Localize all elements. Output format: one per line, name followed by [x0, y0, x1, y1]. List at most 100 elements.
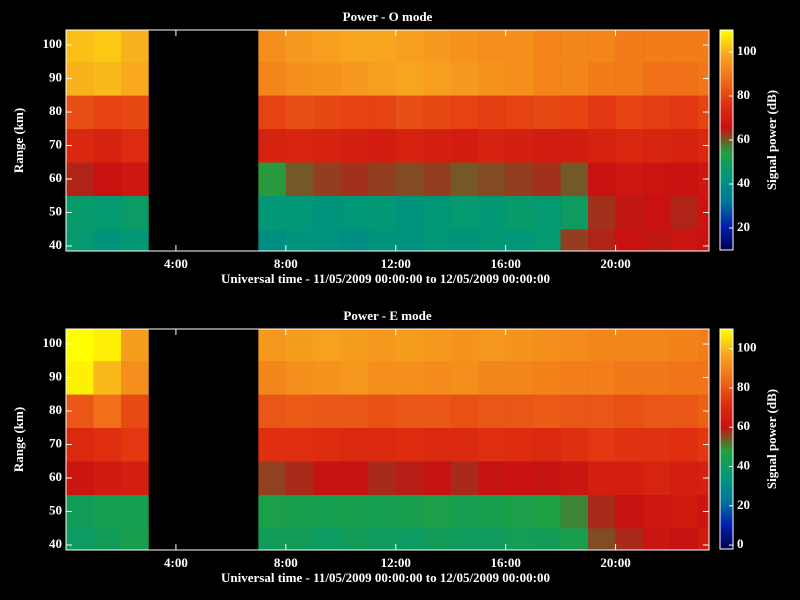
heatmap-cell	[395, 229, 424, 252]
heatmap-cell	[478, 30, 506, 63]
heatmap-cell	[615, 30, 644, 63]
y-tick-label: 80	[49, 103, 62, 118]
colorbar-tick-label: 40	[737, 175, 750, 190]
heatmap-cell	[120, 128, 149, 163]
heatmap-cell	[258, 394, 287, 429]
heatmap-cell	[313, 30, 342, 63]
heatmap-cell	[368, 128, 397, 163]
heatmap-cell	[698, 528, 710, 551]
heatmap-cell	[93, 427, 122, 462]
heatmap-cell	[395, 95, 424, 130]
x-axis-label: Universal time - 11/05/2009 00:00:00 to …	[221, 570, 550, 585]
heatmap-cell	[450, 461, 479, 496]
heatmap-cell	[340, 229, 369, 252]
heatmap-cell	[478, 329, 506, 362]
heatmap-cell	[93, 461, 122, 496]
x-tick-label: 8:00	[274, 256, 298, 271]
heatmap-cell	[560, 61, 589, 96]
heatmap-cell	[93, 195, 122, 230]
heatmap-cell	[478, 61, 506, 96]
heatmap-cell	[313, 329, 342, 362]
heatmap-cell	[588, 229, 616, 252]
heatmap-cell	[505, 329, 534, 362]
heatmap-cell	[588, 30, 616, 63]
heatmap-cell	[313, 461, 342, 496]
heatmap-cell	[423, 128, 452, 163]
heatmap-cell	[368, 461, 397, 496]
heatmap-cell	[258, 360, 287, 395]
heatmap-cell	[533, 329, 561, 362]
heatmap-cell	[285, 61, 314, 96]
heatmap-cell	[643, 229, 671, 252]
y-tick-label: 40	[49, 536, 62, 551]
heatmap-cell	[258, 128, 287, 163]
y-tick-label: 50	[49, 203, 62, 218]
x-tick-label: 20:00	[600, 555, 630, 570]
heatmap-cell	[505, 128, 534, 163]
x-tick-label: 4:00	[164, 555, 188, 570]
heatmap-cell	[643, 30, 671, 63]
heatmap-cell	[258, 329, 287, 362]
heatmap-cell	[313, 95, 342, 130]
heatmap-cell	[560, 162, 589, 197]
heatmap-cell	[368, 162, 397, 197]
chart-title: Power - O mode	[343, 9, 433, 24]
heatmap-cell	[615, 128, 644, 163]
heatmap-cell	[560, 30, 589, 63]
heatmap-cell	[120, 394, 149, 429]
heatmap-cell	[340, 195, 369, 230]
heatmap-cell	[615, 95, 644, 130]
heatmap-cell	[615, 461, 644, 496]
heatmap-cell	[93, 394, 122, 429]
heatmap-cell	[533, 494, 561, 529]
chart-title: Power - E mode	[343, 308, 431, 323]
heatmap-cell	[478, 528, 506, 551]
heatmap-cell	[505, 394, 534, 429]
heatmap-cell	[615, 394, 644, 429]
heatmap-cell	[533, 528, 561, 551]
y-tick-label: 70	[49, 436, 62, 451]
colorbar-tick-label: 60	[737, 418, 750, 433]
heatmap-cell	[643, 528, 671, 551]
heatmap-cell	[258, 30, 287, 63]
heatmap-cell	[120, 427, 149, 462]
heatmap-cell	[588, 360, 616, 395]
heatmap-cell	[120, 360, 149, 395]
heatmap-cell	[423, 394, 452, 429]
heatmap-cell	[560, 461, 589, 496]
heatmap-cell	[505, 61, 534, 96]
x-tick-label: 4:00	[164, 256, 188, 271]
heatmap-cell	[423, 195, 452, 230]
y-axis-label: Range (km)	[11, 108, 26, 173]
heatmap-cell	[285, 528, 314, 551]
heatmap-cell	[533, 394, 561, 429]
heatmap-cell	[450, 30, 479, 63]
heatmap-cell	[560, 329, 589, 362]
heatmap-cell	[258, 195, 287, 230]
heatmap-cell	[93, 229, 122, 252]
heatmap-cell	[698, 229, 710, 252]
heatmap-cell	[66, 30, 94, 63]
heatmap-cell	[395, 128, 424, 163]
heatmap-cell	[285, 461, 314, 496]
heatmap-cell	[120, 30, 149, 63]
y-tick-label: 100	[43, 335, 63, 350]
colorbar-tick-label: 0	[737, 536, 744, 551]
heatmap-cell	[478, 360, 506, 395]
heatmap-cell	[450, 195, 479, 230]
heatmap-cell	[670, 427, 699, 462]
heatmap-cell	[670, 61, 699, 96]
heatmap-cell	[533, 229, 561, 252]
heatmap-cell	[588, 329, 616, 362]
heatmap-cell	[533, 30, 561, 63]
y-tick-label: 90	[49, 369, 62, 384]
heatmap-cell	[670, 195, 699, 230]
heatmap-cell	[340, 61, 369, 96]
heatmap-cell	[258, 427, 287, 462]
plot-frame	[65, 29, 710, 252]
x-tick-label: 8:00	[274, 555, 298, 570]
y-tick-label: 70	[49, 137, 62, 152]
heatmap-cell	[93, 128, 122, 163]
heatmap-cell	[93, 95, 122, 130]
